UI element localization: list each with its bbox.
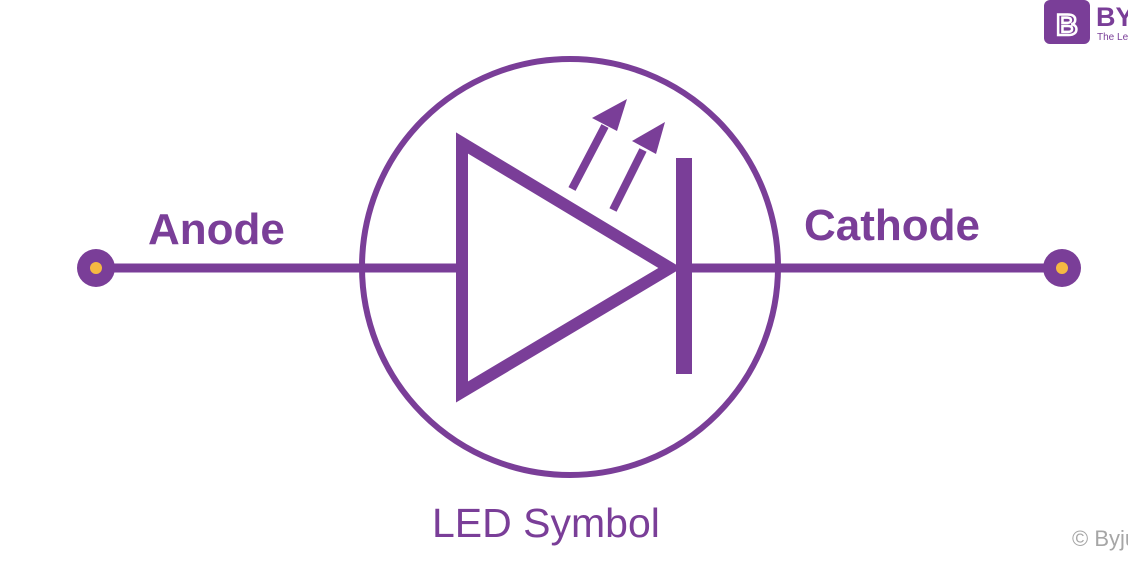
cathode-label: Cathode — [804, 201, 980, 250]
logo-tagline: The Learning App — [1097, 32, 1128, 43]
cathode-bar — [676, 158, 692, 374]
copyright-watermark: © Byjus.com — [1072, 526, 1128, 551]
anode-label: Anode — [148, 205, 285, 254]
diagram-title: LED Symbol — [432, 500, 660, 546]
logo-wordmark: BYJU'S The Learning App — [1096, 2, 1128, 46]
byjus-logo-icon: B — [1044, 0, 1090, 44]
emission-arrow-icon — [568, 99, 627, 191]
anode-terminal-icon — [77, 249, 115, 287]
svg-text:B: B — [1056, 9, 1078, 42]
diode-triangle — [456, 132, 682, 403]
emission-arrow-icon — [609, 122, 665, 212]
logo-name: BYJU'S — [1096, 2, 1128, 32]
cathode-terminal-icon — [1043, 249, 1081, 287]
